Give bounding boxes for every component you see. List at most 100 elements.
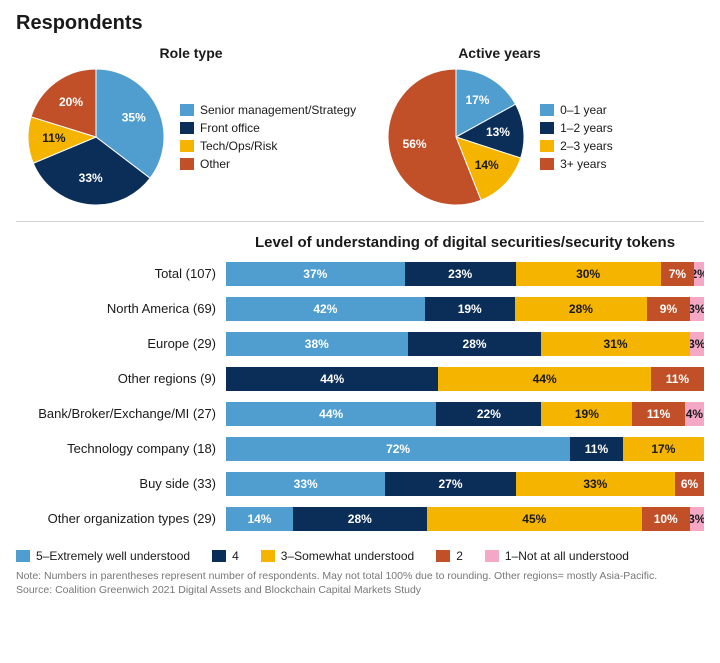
bar-row: Buy side (33)33%27%33%6% <box>16 469 704 498</box>
bar-track: 72%11%17% <box>226 437 704 461</box>
legend-item: Other <box>180 155 356 173</box>
bar-segment: 6% <box>675 472 704 496</box>
bar-segment: 30% <box>516 262 661 286</box>
legend-item: 1–Not at all understood <box>485 549 629 563</box>
legend-swatch <box>261 550 275 562</box>
bar-row: Bank/Broker/Exchange/MI (27)44%22%19%11%… <box>16 399 704 428</box>
legend-swatch <box>180 140 194 152</box>
legend-item: 5–Extremely well understood <box>16 549 190 563</box>
bar-track: 42%19%28%9%3% <box>226 297 704 321</box>
bar-row: Other regions (9)44%44%11% <box>16 364 704 393</box>
pie-years-title: Active years <box>458 45 541 61</box>
legend-item: Front office <box>180 119 356 137</box>
pie-slice-label: 11% <box>42 131 66 145</box>
bar-track: 44%22%19%11%4% <box>226 402 704 426</box>
legend-swatch <box>540 140 554 152</box>
bar-row-label: Europe (29) <box>16 336 226 351</box>
legend-swatch <box>436 550 450 562</box>
bar-segment: 19% <box>425 297 515 321</box>
legend-swatch <box>16 550 30 562</box>
legend-swatch <box>180 158 194 170</box>
page-title: Respondents <box>16 12 704 35</box>
bar-row-label: North America (69) <box>16 301 226 316</box>
legend-item: 2 <box>436 549 463 563</box>
pie-slice-label: 17% <box>466 93 490 107</box>
legend-swatch <box>540 104 554 116</box>
legend-item: 0–1 year <box>540 101 613 119</box>
bar-segment: 11% <box>570 437 623 461</box>
pie-slice-label: 14% <box>475 158 499 172</box>
legend-swatch <box>212 550 226 562</box>
bar-segment: 44% <box>226 402 436 426</box>
bar-segment: 2% <box>694 262 704 286</box>
legend-label: 5–Extremely well understood <box>36 549 190 563</box>
bar-track: 33%27%33%6% <box>226 472 704 496</box>
bar-row: Total (107)37%23%30%7%2% <box>16 259 704 288</box>
bar-segment: 42% <box>226 297 425 321</box>
bar-segment: 11% <box>632 402 685 426</box>
bar-row-label: Total (107) <box>16 266 226 281</box>
bar-segment: 14% <box>226 507 293 531</box>
bar-segment: 10% <box>642 507 690 531</box>
bar-row-label: Technology company (18) <box>16 441 226 456</box>
bar-segment: 17% <box>623 437 704 461</box>
bar-row-label: Buy side (33) <box>16 476 226 491</box>
bar-segment: 28% <box>293 507 427 531</box>
bar-row-label: Other regions (9) <box>16 371 226 386</box>
pie-slice-label: 20% <box>59 95 83 109</box>
pie-slice-label: 13% <box>486 125 510 139</box>
legend-label: 1–2 years <box>560 119 613 137</box>
pie-role-title: Role type <box>160 45 223 61</box>
legend-item: 2–3 years <box>540 137 613 155</box>
legend-item: Tech/Ops/Risk <box>180 137 356 155</box>
bar-segment: 27% <box>385 472 515 496</box>
bar-segment: 72% <box>226 437 570 461</box>
legend-item: 3–Somewhat understood <box>261 549 414 563</box>
bar-row: Technology company (18)72%11%17% <box>16 434 704 463</box>
bar-segment: 22% <box>436 402 541 426</box>
pie-years-block: Active years 17%13%14%56% 0–1 year1–2 ye… <box>386 45 613 207</box>
legend-swatch <box>180 122 194 134</box>
bar-segment: 3% <box>690 297 704 321</box>
legend-swatch <box>485 550 499 562</box>
footnote: Note: Numbers in parentheses represent n… <box>16 569 704 597</box>
legend-item: 1–2 years <box>540 119 613 137</box>
bar-segment: 4% <box>685 402 704 426</box>
footnote-line1: Note: Numbers in parentheses represent n… <box>16 569 704 583</box>
legend-swatch <box>540 122 554 134</box>
pie-slice-label: 33% <box>79 171 103 185</box>
bar-segment: 31% <box>541 332 689 356</box>
pie-years-chart: 17%13%14%56% <box>386 67 526 207</box>
bar-row: Europe (29)38%28%31%3% <box>16 329 704 358</box>
bar-segment: 33% <box>516 472 675 496</box>
bar-segment: 11% <box>651 367 704 391</box>
legend-label: 3+ years <box>560 155 606 173</box>
bar-segment: 33% <box>226 472 385 496</box>
legend-label: 3–Somewhat understood <box>281 549 414 563</box>
bar-row: Other organization types (29)14%28%45%10… <box>16 504 704 533</box>
bar-segment: 7% <box>661 262 695 286</box>
legend-swatch <box>540 158 554 170</box>
legend-label: 4 <box>232 549 239 563</box>
bar-segment: 28% <box>408 332 542 356</box>
legend-label: 2–3 years <box>560 137 613 155</box>
footnote-line2: Source: Coalition Greenwich 2021 Digital… <box>16 583 704 597</box>
bar-track: 44%44%11% <box>226 367 704 391</box>
pie-charts-row: Role type 35% 33% 11% 20% Senior management… <box>16 45 704 222</box>
legend-label: 0–1 year <box>560 101 607 119</box>
bars-legend: 5–Extremely well understood 4 3–Somewhat u… <box>16 543 704 563</box>
pie-role-legend: Senior management/StrategyFront officeTe… <box>180 101 356 173</box>
legend-item: Senior management/Strategy <box>180 101 356 119</box>
bar-segment: 9% <box>647 297 690 321</box>
bar-segment: 44% <box>438 367 650 391</box>
bars-area: Total (107)37%23%30%7%2% North America (6… <box>16 259 704 533</box>
legend-swatch <box>180 104 194 116</box>
bar-segment: 19% <box>541 402 632 426</box>
legend-item: 3+ years <box>540 155 613 173</box>
bar-segment: 45% <box>427 507 642 531</box>
legend-label: Front office <box>200 119 260 137</box>
legend-label: 2 <box>456 549 463 563</box>
pie-slice-label: 35% <box>122 110 146 124</box>
bar-segment: 3% <box>690 332 704 356</box>
legend-item: 4 <box>212 549 239 563</box>
